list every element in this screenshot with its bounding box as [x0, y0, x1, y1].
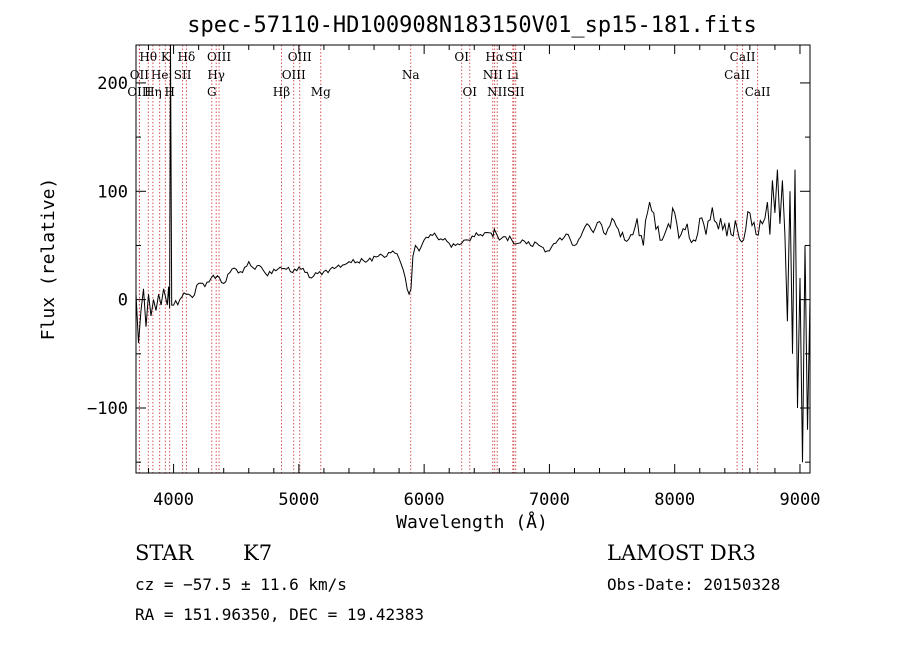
x-tick-label: 5000: [278, 490, 319, 510]
spectral-line-label: SII: [174, 68, 192, 82]
y-tick-label: 100: [97, 182, 128, 202]
survey-name: LAMOST DR3: [607, 541, 756, 565]
y-tick-label: 200: [97, 74, 128, 94]
object-class: STAR: [135, 541, 194, 565]
spectral-line-label: He: [151, 68, 169, 82]
spectral-line-label: Mg: [311, 85, 331, 99]
spectral-line-label: Li: [507, 68, 519, 82]
spectral-line-label: Hα: [485, 50, 504, 64]
spectral-line-label: OI: [454, 50, 469, 64]
spectral-line-label: K: [161, 50, 171, 64]
x-tick-label: 9000: [780, 490, 821, 510]
spectral-line-label: Hγ: [207, 68, 225, 82]
spectral-line-label: OII: [130, 68, 150, 82]
spectral-line-label: H: [164, 85, 174, 99]
axis-ticks: 4000 5000 6000 7000 8000 9000 −100 0 100 200: [87, 45, 820, 510]
spectral-line-label: SII: [507, 85, 525, 99]
spectral-line-label: OIII: [207, 50, 231, 64]
redshift-readout: cz = −57.5 ± 11.6 km/s: [135, 575, 347, 594]
spectral-line-label: SII: [505, 50, 523, 64]
spectral-line-label: Hθ: [139, 50, 157, 64]
chart-title: spec-57110-HD100908N183150V01_sp15-181.f…: [187, 13, 757, 38]
spectral-line-label: Hδ: [178, 50, 196, 64]
spectral-line-label: OIII: [282, 68, 306, 82]
spectrum-line: [135, 44, 811, 463]
spectral-line-label: OIII: [127, 85, 151, 99]
spectral-line-label: Hη: [144, 85, 162, 99]
y-tick-label: 0: [118, 291, 128, 311]
x-axis-label: Wavelength (Å): [396, 511, 548, 533]
obs-date: Obs-Date: 20150328: [607, 575, 780, 594]
spectral-line-label: NII: [483, 68, 503, 82]
y-tick-label: −100: [87, 399, 128, 419]
x-tick-label: 8000: [654, 490, 695, 510]
x-tick-label: 7000: [529, 490, 570, 510]
coordinates: RA = 151.96350, DEC = 19.42383: [135, 605, 424, 624]
plot-frame: [135, 44, 811, 474]
x-tick-label: 6000: [404, 490, 445, 510]
spectral-line-label: G: [207, 85, 217, 99]
spectral-line-label: CaII: [724, 68, 750, 82]
x-tick-label: 4000: [153, 490, 194, 510]
subclass: K7: [243, 541, 272, 565]
spectral-line-label: CaII: [730, 50, 756, 64]
spectral-line-label: NII: [487, 85, 507, 99]
spectral-line-label: OI: [462, 85, 477, 99]
spectral-line-label: OIII: [288, 50, 312, 64]
spectral-line-label: Hβ: [273, 85, 290, 99]
spectral-line-label: CaII: [745, 85, 771, 99]
y-axis-label: Flux (relative): [38, 178, 59, 341]
spectral-line-label: Na: [402, 68, 420, 82]
